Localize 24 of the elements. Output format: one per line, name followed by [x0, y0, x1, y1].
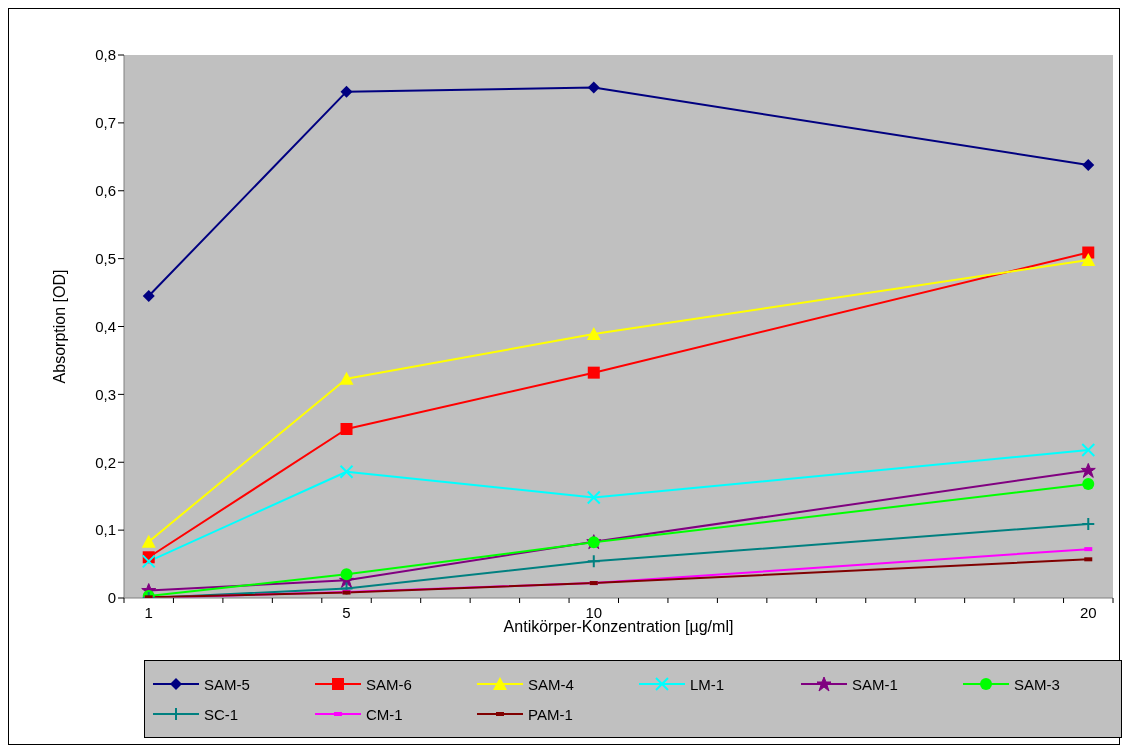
- y-tick-label: 0,4: [95, 317, 116, 335]
- legend-label: SAM-4: [528, 675, 574, 693]
- x-tick-label: 1: [144, 604, 153, 621]
- y-axis-title: Absorption [OD]: [50, 269, 68, 384]
- y-tick-label: 0,3: [95, 385, 116, 403]
- legend-label: CM-1: [366, 705, 403, 723]
- x-tick-label: 20: [1079, 604, 1097, 621]
- x-tick-label: 10: [585, 604, 603, 621]
- legend-label: SAM-3: [1014, 675, 1060, 693]
- x-axis-title: Antikörper-Konzentration [µg/ml]: [503, 618, 734, 635]
- legend-label: SAM-6: [366, 675, 412, 693]
- x-tick-label: 5: [342, 604, 351, 621]
- y-tick-label: 0,6: [95, 182, 116, 200]
- y-tick-label: 0,8: [95, 46, 116, 64]
- y-tick-label: 0: [107, 589, 116, 607]
- legend-label: PAM-1: [528, 705, 573, 723]
- y-tick-label: 0,2: [95, 453, 116, 471]
- legend-label: SAM-1: [852, 675, 898, 693]
- legend-label: SC-1: [204, 705, 239, 723]
- legend-label: SAM-5: [204, 675, 250, 693]
- legend-label: LM-1: [690, 675, 725, 693]
- y-tick-label: 0,7: [95, 114, 116, 132]
- y-tick-label: 0,1: [95, 521, 116, 539]
- y-tick-label: 0,5: [95, 249, 116, 267]
